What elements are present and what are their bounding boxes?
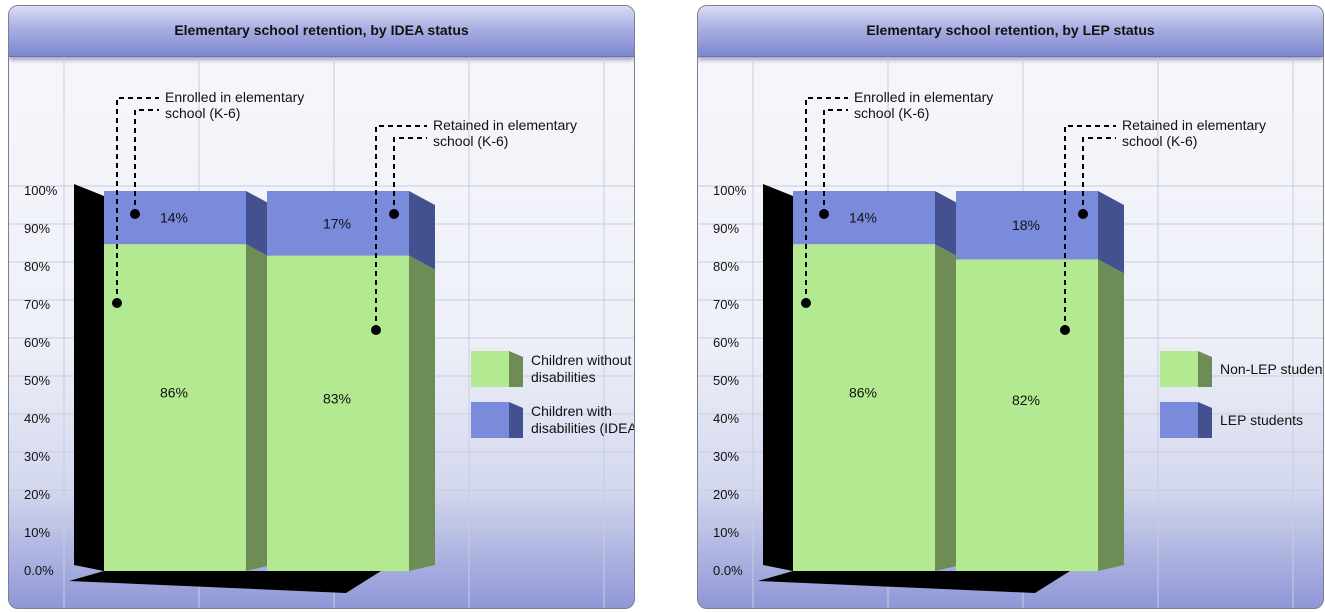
bar-segment <box>267 191 409 256</box>
callout-leader-line <box>134 109 159 214</box>
callout-leader-line <box>1082 137 1116 214</box>
chart-floor <box>69 571 381 593</box>
y-tick-label: 70% <box>713 297 739 312</box>
data-label: 14% <box>160 210 188 226</box>
chart-plot-area: 0.0% 10% 20% 30% 40% 50% 60% 70% 80% 90% 100% 86% 14… <box>698 58 1323 608</box>
callout-label: Retained in elementary <box>433 117 577 133</box>
chart-floor <box>758 571 1070 593</box>
legend-label: disabilities <box>531 369 596 385</box>
y-tick-label: 0.0% <box>24 563 54 578</box>
bar-segment-side <box>1098 259 1124 571</box>
legend-swatch-side <box>1198 402 1212 438</box>
callout-label: school (K-6) <box>854 105 929 121</box>
legend-label: LEP students <box>1220 412 1303 428</box>
callout-dot <box>371 325 381 335</box>
data-label: 14% <box>849 210 877 226</box>
data-label: 86% <box>160 385 188 401</box>
legend-label: Children with <box>531 403 612 419</box>
callout-dot <box>1060 325 1070 335</box>
callout-leader-line <box>1064 125 1116 330</box>
y-tick-label: 40% <box>24 411 50 426</box>
bar-segment <box>267 255 409 571</box>
legend-swatch-side <box>509 402 523 438</box>
legend-swatch <box>471 402 509 438</box>
y-tick-label: 60% <box>24 335 50 350</box>
callout-label: school (K-6) <box>1122 133 1197 149</box>
chart-panel-lep: Elementary school retention, by LEP stat… <box>697 5 1324 609</box>
data-label: 82% <box>1012 392 1040 408</box>
y-tick-label: 90% <box>24 221 50 236</box>
bar-segment-side <box>409 191 435 270</box>
bar-segment-side <box>246 244 272 571</box>
chart-back-wall <box>763 184 793 571</box>
callout-leader-line <box>393 137 427 214</box>
chart-plot-area: 0.0% 10% 20% 30% 40% 50% 60% 70% 80% 90% 100% 86% 14… <box>9 58 634 608</box>
y-tick-label: 100% <box>713 183 747 198</box>
y-tick-label: 30% <box>24 449 50 464</box>
chart-title-bar: Elementary school retention, by IDEA sta… <box>9 6 634 57</box>
legend-swatch-side <box>509 351 523 387</box>
callout-label: school (K-6) <box>433 133 508 149</box>
legend-swatch <box>1160 351 1198 387</box>
callout-dot <box>389 209 399 219</box>
bar-segment-side <box>1098 191 1124 274</box>
callout-leader-line <box>375 125 427 330</box>
bar-segment-side <box>935 244 961 571</box>
data-label: 18% <box>1012 217 1040 233</box>
y-tick-label: 80% <box>24 259 50 274</box>
y-tick-label: 60% <box>713 335 739 350</box>
y-tick-label: 30% <box>713 449 739 464</box>
bar-segment <box>104 244 246 571</box>
bar-segment <box>793 244 935 571</box>
y-tick-label: 70% <box>24 297 50 312</box>
callout-dot <box>130 209 140 219</box>
callout-dot <box>819 209 829 219</box>
y-tick-label: 10% <box>24 525 50 540</box>
y-tick-label: 90% <box>713 221 739 236</box>
chart-title: Elementary school retention, by IDEA sta… <box>174 22 469 38</box>
callout-label: school (K-6) <box>165 105 240 121</box>
legend-swatch <box>1160 402 1198 438</box>
legend-swatch <box>471 351 509 387</box>
y-tick-label: 50% <box>713 373 739 388</box>
callout-dot <box>801 298 811 308</box>
y-tick-label: 20% <box>713 487 739 502</box>
legend-swatch-side <box>1198 351 1212 387</box>
legend-label: disabilities (IDEA) <box>531 420 634 436</box>
bar-segment <box>956 191 1098 260</box>
chart-title: Elementary school retention, by LEP stat… <box>866 22 1155 38</box>
legend-label: Non-LEP students <box>1220 361 1323 377</box>
bar-segment-side <box>409 255 435 571</box>
data-label: 86% <box>849 385 877 401</box>
legend-label: Children without <box>531 352 631 368</box>
bar-segment-side <box>935 191 961 259</box>
chart-title-bar: Elementary school retention, by LEP stat… <box>698 6 1323 57</box>
y-tick-label: 20% <box>24 487 50 502</box>
y-tick-label: 0.0% <box>713 563 743 578</box>
callout-label: Enrolled in elementary <box>165 89 304 105</box>
bar-segment <box>104 191 246 245</box>
y-tick-label: 10% <box>713 525 739 540</box>
callout-dot <box>1078 209 1088 219</box>
chart-panel-idea: Elementary school retention, by IDEA sta… <box>8 5 635 609</box>
callout-dot <box>112 298 122 308</box>
callout-label: Retained in elementary <box>1122 117 1266 133</box>
y-tick-label: 80% <box>713 259 739 274</box>
y-tick-label: 50% <box>24 373 50 388</box>
bar-segment-side <box>246 191 272 259</box>
y-tick-label: 40% <box>713 411 739 426</box>
callout-leader-line <box>823 109 848 214</box>
bar-segment <box>956 259 1098 571</box>
callout-label: Enrolled in elementary <box>854 89 993 105</box>
y-tick-label: 100% <box>24 183 58 198</box>
bar-segment <box>793 191 935 245</box>
data-label: 17% <box>323 215 351 231</box>
chart-back-wall <box>74 184 104 571</box>
data-label: 83% <box>323 390 351 406</box>
